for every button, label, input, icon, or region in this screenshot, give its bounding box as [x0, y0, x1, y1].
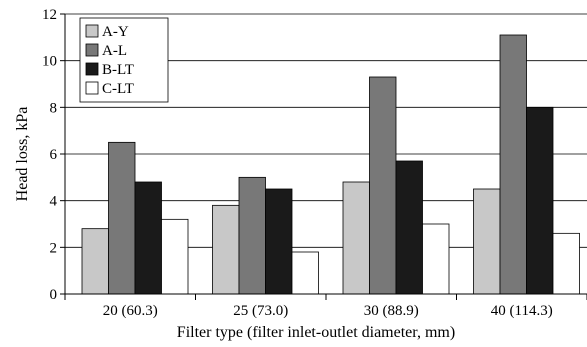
- legend-label-a-l: A-L: [102, 43, 127, 59]
- bar-b-lt-3: [395, 160, 423, 295]
- bar-c-lt-2: [291, 251, 319, 295]
- x-axis-label: Filter type (filter inlet-outlet diamete…: [177, 324, 455, 341]
- bar-b-lt-2: [265, 188, 293, 295]
- y-tick-label: 2: [50, 240, 58, 256]
- bar-c-lt-3: [422, 223, 450, 295]
- bar-a-y-4: [473, 188, 501, 295]
- legend-swatch-c-lt: [85, 81, 99, 95]
- x-tick-label: 40 (114.3): [491, 303, 553, 319]
- legend-swatch-a-l: [85, 43, 99, 57]
- y-tick-label: 6: [50, 147, 58, 163]
- legend-label-c-lt: C-LT: [102, 81, 134, 97]
- bar-b-lt-4: [526, 106, 554, 295]
- bar-c-lt-4: [552, 232, 580, 295]
- legend-swatch-a-y: [85, 24, 99, 38]
- legend-label-b-lt: B-LT: [102, 62, 134, 78]
- bar-a-y-3: [342, 181, 370, 295]
- y-tick-label: 12: [42, 7, 57, 23]
- y-tick-label: 4: [50, 194, 58, 210]
- x-tick-label: 30 (88.9): [364, 303, 419, 319]
- bar-c-lt-1: [161, 218, 189, 295]
- axis-layer: 0 2 4 6 8 10 12 20 (60.3) 25 (73.0) 30 (88.9) 40 (…: [42, 7, 587, 319]
- x-tick-label: 20 (60.3): [103, 303, 158, 319]
- bar-layer: [81, 34, 580, 295]
- bar-b-lt-1: [134, 181, 162, 295]
- y-tick-label: 8: [50, 100, 58, 116]
- legend-swatch-b-lt: [85, 62, 99, 76]
- legend: A-Y A-L B-LT C-LT: [79, 17, 169, 103]
- x-tick-label: 25 (73.0): [233, 303, 288, 319]
- y-tick-label: 0: [50, 287, 58, 303]
- y-axis-label: Head loss, kPa: [14, 107, 31, 202]
- legend-label-a-y: A-Y: [102, 24, 129, 40]
- bar-a-y-1: [81, 228, 109, 295]
- y-tick-label: 10: [42, 54, 57, 70]
- bar-a-l-1: [108, 141, 136, 295]
- bar-a-y-2: [212, 204, 240, 295]
- bar-a-l-4: [499, 34, 527, 295]
- bar-a-l-3: [369, 76, 397, 295]
- bar-a-l-2: [238, 176, 266, 295]
